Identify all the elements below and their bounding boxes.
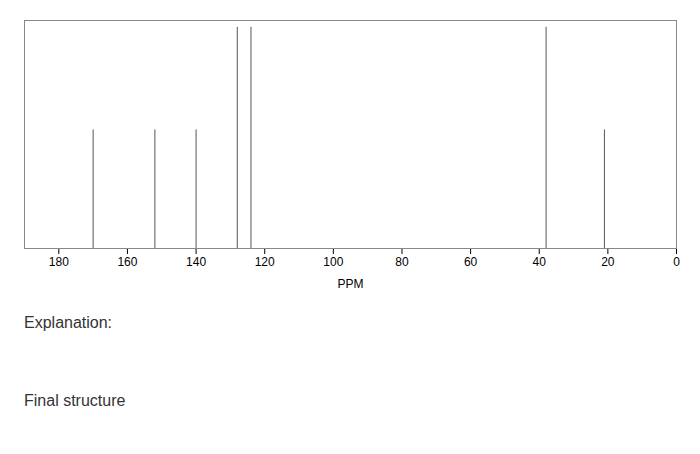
svg-text:180: 180 [49,255,69,269]
svg-text:20: 20 [601,255,615,269]
svg-text:160: 160 [117,255,137,269]
html-text:Final structure: Final structure [24,392,126,409]
svg-text:140: 140 [186,255,206,269]
svg-text:80: 80 [395,255,409,269]
svg-text:120: 120 [255,255,275,269]
svg-text:100: 100 [323,255,343,269]
svg-text:PPM: PPM [337,277,363,291]
html-text:Explanation:: Explanation: [24,314,113,331]
svg-text:0: 0 [673,255,680,269]
svg-text:40: 40 [533,255,547,269]
svg-text:60: 60 [464,255,478,269]
